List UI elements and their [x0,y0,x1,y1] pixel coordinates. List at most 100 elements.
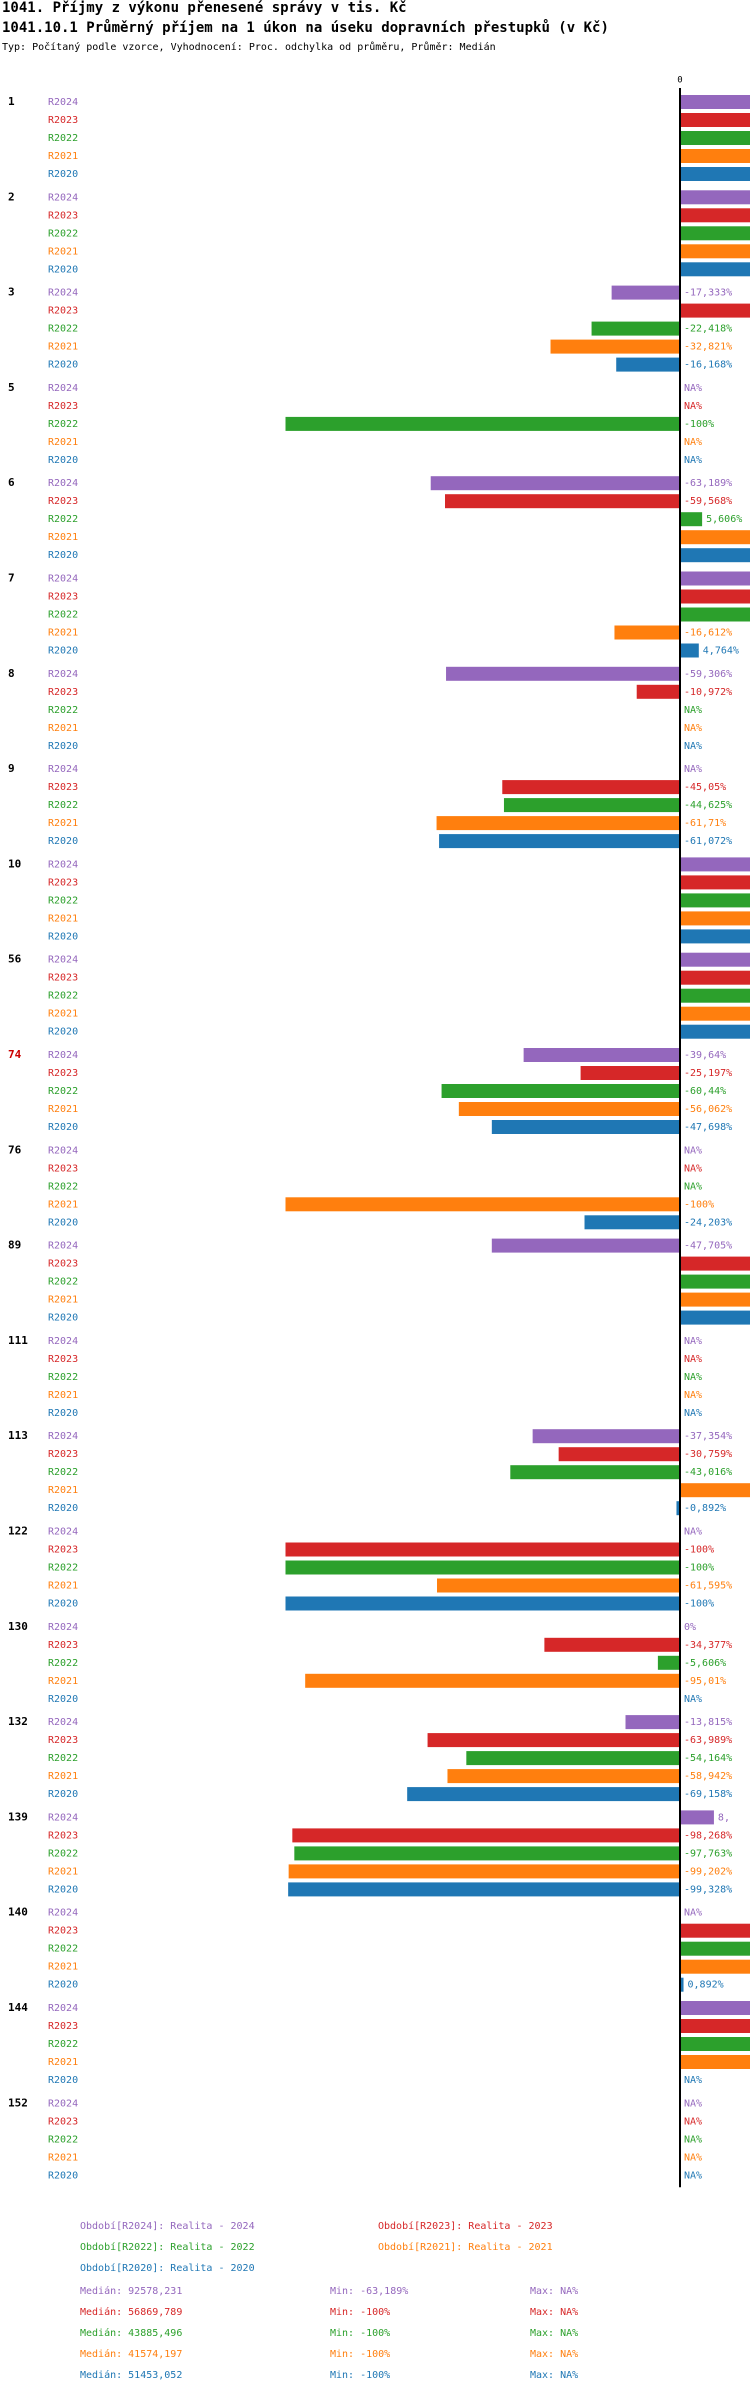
series-label: R2022 [48,1658,78,1669]
data-label: NA% [684,2134,702,2145]
bar [657,1655,680,1670]
series-label: R2022 [48,324,78,335]
bar [305,1673,680,1688]
bar [680,607,750,622]
series-label: R2022 [48,1277,78,1288]
series-label: R2021 [48,2152,78,2163]
series-label: R2021 [48,246,78,257]
bar [680,911,750,926]
data-label: NA% [684,2075,702,2086]
series-label: R2022 [48,610,78,621]
data-label: -99,328% [684,1884,732,1895]
series-label: R2020 [48,2075,78,2086]
series-label: R2023 [48,1830,78,1841]
series-label: R2024 [48,1908,78,1919]
data-label: -44,625% [684,800,732,811]
series-label: R2024 [48,1336,78,1347]
group-label: 122 [8,1525,28,1538]
stat-min: Min: -100% [330,2328,390,2339]
data-label: -100% [684,1563,714,1574]
bar [288,1882,680,1897]
series-label: R2024 [48,1527,78,1538]
series-label: R2023 [48,782,78,793]
series-label: R2023 [48,877,78,888]
series-label: R2022 [48,895,78,906]
data-label: NA% [684,1527,702,1538]
data-label: NA% [684,1354,702,1365]
legend-entry: Období[R2022]: Realita - 2022 [80,2241,255,2253]
series-label: R2023 [48,592,78,603]
bar [680,1941,750,1956]
series-label: R2021 [48,437,78,448]
bar [680,1292,750,1307]
data-label: -61,71% [684,818,726,829]
data-label: NA% [684,1163,702,1174]
bar [503,798,680,813]
stat-max: Max: NA% [530,2307,578,2318]
bar [680,571,750,586]
data-label: 8, [718,1812,730,1823]
bar [510,1465,680,1480]
bar [680,1959,750,1974]
bar [616,357,680,372]
series-label: R2024 [48,1050,78,1061]
series-label: R2023 [48,1735,78,1746]
bar [611,285,680,300]
series-label: R2021 [48,1866,78,1877]
series-label: R2020 [48,1789,78,1800]
series-label: R2024 [48,1812,78,1823]
series-label: R2021 [48,1771,78,1782]
bar [680,262,750,277]
bar [680,1977,684,1992]
series-label: R2022 [48,800,78,811]
data-label: -32,821% [684,342,732,353]
group-label: 56 [8,953,22,966]
series-label: R2023 [48,2116,78,2127]
bar [285,416,680,431]
bar [502,780,680,795]
series-label: R2022 [48,419,78,430]
series-label: R2022 [48,1944,78,1955]
data-label: NA% [684,741,702,752]
series-label: R2021 [48,913,78,924]
series-label: R2021 [48,1295,78,1306]
data-label: 0% [684,1622,696,1633]
chart-subtitle: 1041.10.1 Průměrný příjem na 1 úkon na ú… [2,20,609,36]
stat-median: Medián: 43885,496 [80,2327,182,2339]
zero-tick-label: 0 [677,76,682,86]
data-label: -69,158% [684,1789,732,1800]
bar [614,625,680,640]
bar [430,476,680,491]
data-label: 5,606% [706,514,742,525]
data-label: NA% [684,2116,702,2127]
group-label: 6 [8,476,15,489]
group-label: 76 [8,1143,22,1156]
bar [445,494,680,509]
series-label: R2020 [48,455,78,466]
bar [580,1066,680,1080]
data-label: -100% [684,419,714,430]
data-label: NA% [684,705,702,716]
bar [680,131,750,145]
series-label: R2024 [48,1145,78,1156]
data-label: NA% [684,437,702,448]
bar [680,2037,750,2051]
bar [680,2019,750,2033]
bar [680,244,750,259]
stat-max: Max: NA% [530,2286,578,2297]
series-label: R2024 [48,383,78,394]
data-label: NA% [684,1408,702,1419]
bar [680,226,750,241]
bar [680,893,750,908]
group-label: 140 [8,1906,28,1919]
group-label: 7 [8,572,15,585]
series-label: R2021 [48,628,78,639]
series-label: R2023 [48,1354,78,1365]
series-label: R2021 [48,1676,78,1687]
series-label: R2020 [48,1408,78,1419]
bar [680,208,750,223]
bar [441,1084,680,1098]
series-label: R2024 [48,2003,78,2014]
data-label: -63,189% [684,478,732,489]
bar [437,1578,680,1593]
